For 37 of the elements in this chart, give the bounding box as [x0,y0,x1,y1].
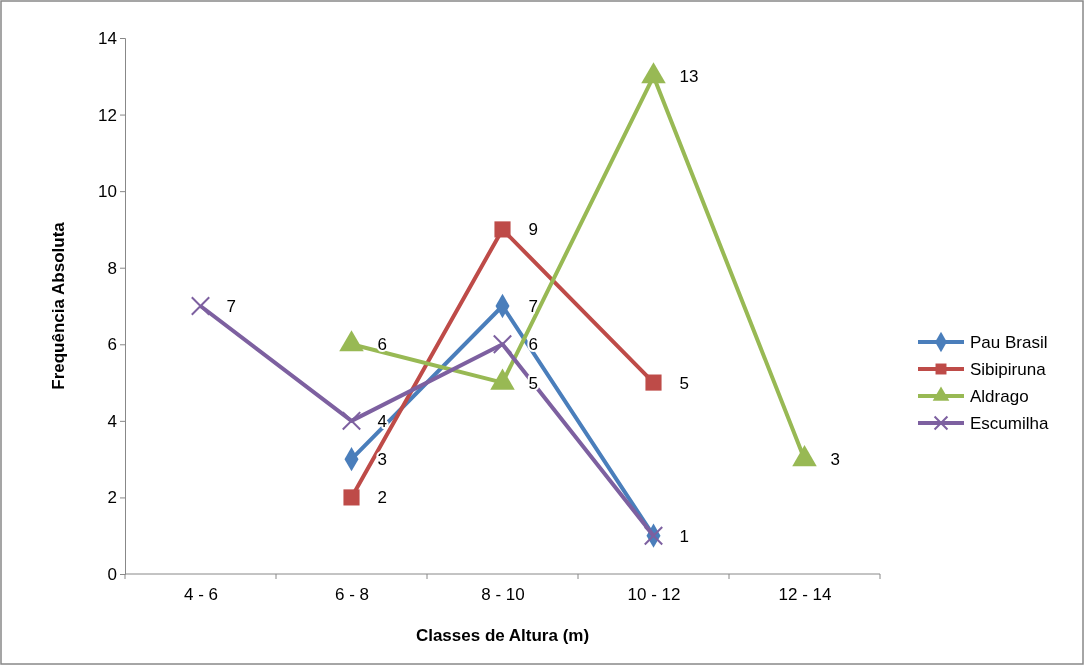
data-label: 7 [226,297,236,316]
x-tick-label: 8 - 10 [481,585,525,605]
data-label: 3 [830,450,840,470]
y-tick-label: 0 [107,564,117,584]
y-tick-label: 10 [98,182,117,202]
x-tick-label: 6 - 8 [334,585,370,605]
data-label: 2 [377,488,387,508]
data-label: 7 [528,297,538,316]
data-label: 6 [528,335,538,355]
data-label: 13 [679,67,699,87]
point [645,374,662,391]
point [494,221,511,238]
point [190,296,211,316]
legend-label: Sibipiruna [970,360,1047,379]
data-label: 4 [377,411,387,431]
y-tick-label: 8 [107,258,117,278]
data-label: 1 [679,526,689,546]
y-tick-label: 4 [107,411,117,431]
x-tick-label: 12 - 14 [778,585,832,605]
y-tick-label: 12 [98,105,117,125]
x-tick-label: 10 - 12 [627,585,681,605]
y-tick-label: 6 [107,335,117,355]
x-axis-title: Classes de Altura (m) [415,626,590,645]
legend-label: Aldrago [970,387,1029,406]
x-tick-label: 4 - 6 [183,585,219,605]
point [343,489,360,506]
y-tick-label: 2 [107,488,117,508]
data-label: 9 [528,220,538,240]
legend-label: Escumilha [970,414,1049,433]
point [341,411,362,431]
y-axis-title: Frequência Absoluta [49,221,68,390]
legend-label: Pau Brasil [970,333,1048,352]
y-tick-label: 14 [98,28,117,48]
point [492,334,513,354]
data-label: 6 [377,335,387,355]
data-label: 5 [679,373,689,393]
data-label: 3 [377,450,387,470]
